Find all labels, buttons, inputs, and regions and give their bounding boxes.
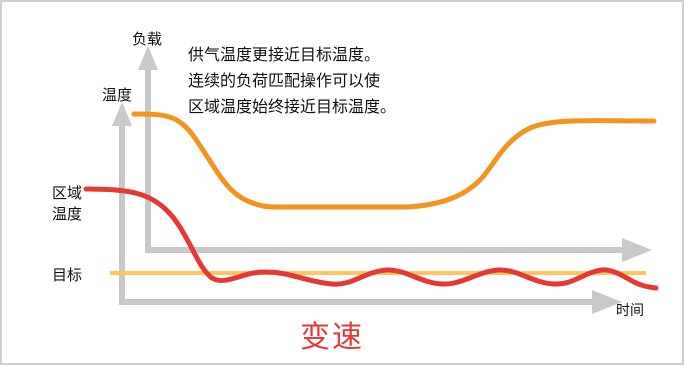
temperature-axis-arrowhead bbox=[112, 102, 132, 126]
zone-temperature-label-line2: 温度 bbox=[52, 205, 83, 223]
load-time-axis-arrowhead bbox=[622, 238, 652, 262]
zone-temperature-curve bbox=[83, 186, 659, 291]
time-axis-arrowhead bbox=[592, 290, 622, 314]
annotation-line-1: 供气温度更接近目标温度。 bbox=[188, 45, 381, 64]
annotation-line-3: 区域温度始终接近目标温度。 bbox=[188, 97, 397, 116]
load-axis-arrowhead bbox=[138, 46, 158, 70]
target-label: 目标 bbox=[52, 266, 83, 284]
annotation-line-2: 连续的负荷匹配操作可以使 bbox=[188, 71, 381, 90]
diagram-title: 变速 bbox=[300, 320, 364, 355]
supply-air-curve bbox=[131, 111, 657, 210]
annotation-text: 供气温度更接近目标温度。 连续的负荷匹配操作可以使 区域温度始终接近目标温度。 bbox=[188, 42, 396, 120]
zone-temperature-label-line1: 区域 bbox=[52, 184, 83, 202]
load-axis bbox=[138, 46, 652, 262]
load-axis-label: 负载 bbox=[132, 30, 163, 48]
temperature-axis-label: 温度 bbox=[102, 86, 133, 104]
time-axis-label: 时间 bbox=[616, 303, 644, 319]
